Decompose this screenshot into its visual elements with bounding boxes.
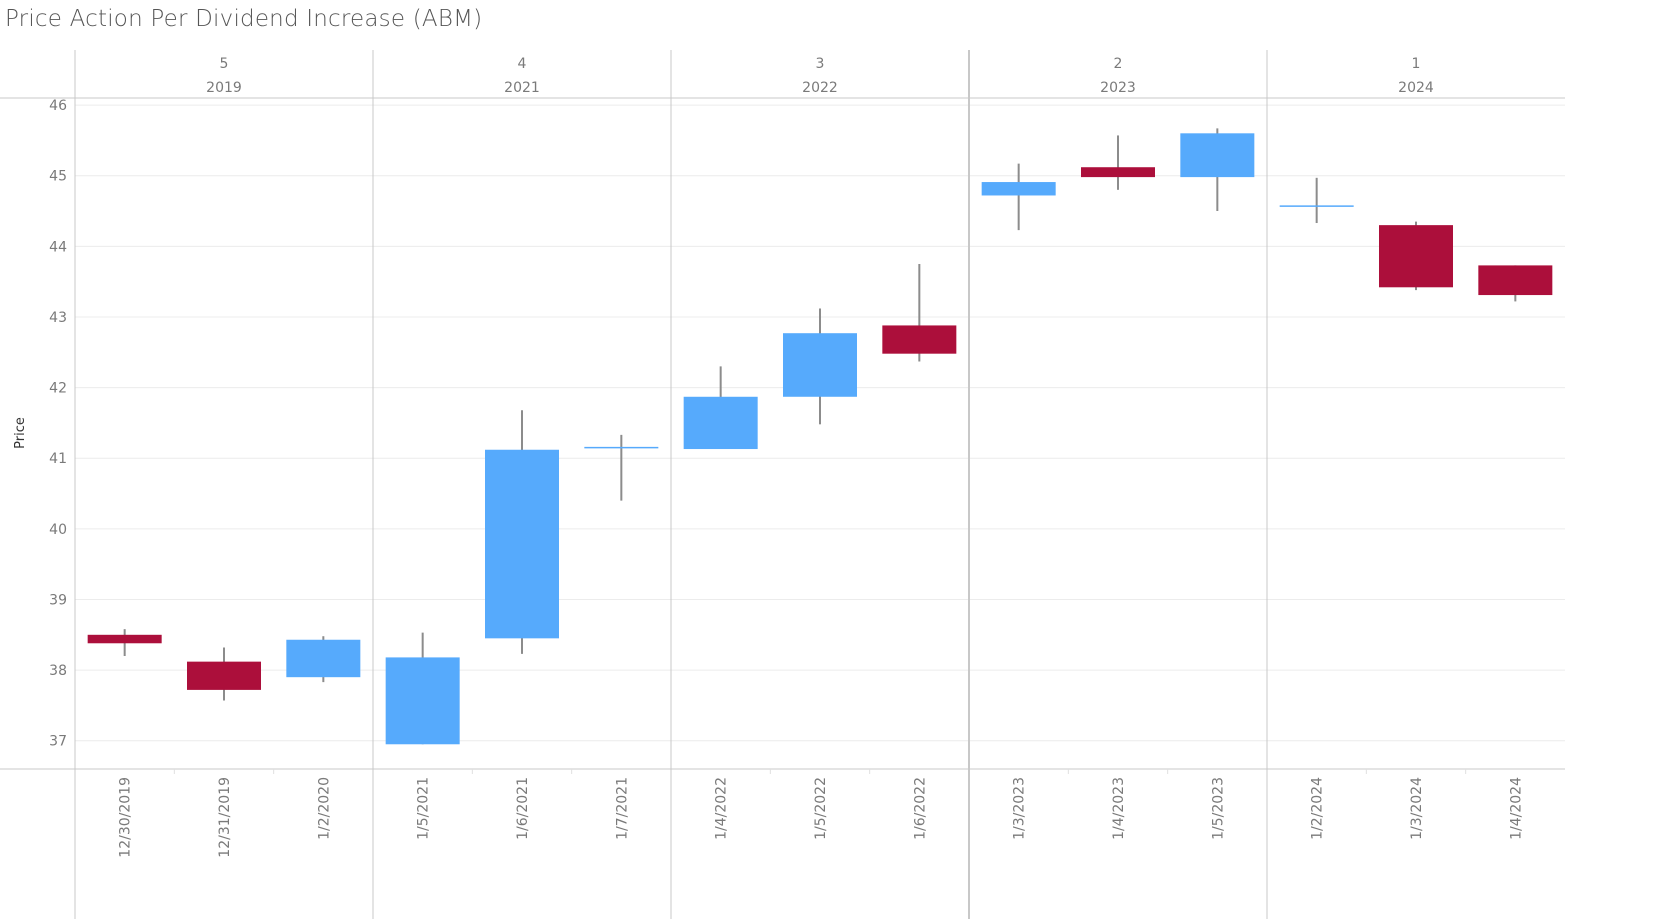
y-tick-label: 46 (49, 98, 67, 114)
group-rank-label: 3 (816, 56, 825, 72)
candle-body (683, 396, 758, 450)
candles (87, 128, 1553, 745)
y-tick-label: 37 (49, 734, 67, 750)
y-tick-label: 39 (49, 592, 67, 608)
group-year-label: 2021 (504, 80, 540, 96)
x-date-label: 1/5/2023 (1210, 777, 1226, 840)
y-tick-label: 40 (49, 522, 67, 538)
x-axis: 12/30/2019 12/31/2019 1/2/2020 1/5/2021 1/6/… (118, 769, 1524, 858)
candle-body (385, 657, 460, 745)
y-tick-label: 41 (49, 451, 67, 467)
candle-body (187, 661, 261, 690)
candle-body (1379, 225, 1453, 288)
candle-body (981, 182, 1056, 196)
y-tick-label: 43 (49, 310, 67, 326)
group-year-label: 2024 (1398, 80, 1434, 96)
y-tick-label: 38 (49, 663, 67, 679)
candle-body (485, 449, 559, 639)
x-date-label: 1/6/2022 (912, 777, 928, 840)
candle-body (1081, 167, 1155, 178)
x-date-label: 1/5/2021 (416, 777, 432, 840)
group-rank-label: 4 (518, 56, 527, 72)
x-date-label: 12/31/2019 (217, 777, 233, 858)
y-tick-label: 42 (49, 381, 67, 397)
x-date-label: 1/2/2020 (316, 777, 332, 840)
x-date-label: 1/4/2023 (1111, 777, 1127, 840)
column-headers: 5 2019 4 2021 3 2022 2 2023 1 2024 (206, 56, 1434, 96)
group-rank-label: 2 (1114, 56, 1123, 72)
group-year-label: 2022 (802, 80, 838, 96)
x-date-label: 1/5/2022 (813, 777, 829, 840)
y-axis-label: Price (13, 417, 28, 449)
candle-body (783, 333, 857, 397)
y-tick-label: 45 (49, 169, 67, 185)
group-year-label: 2019 (206, 80, 242, 96)
x-date-label: 1/4/2022 (714, 777, 730, 840)
y-axis: 37 38 39 40 41 42 43 44 45 46 Price (13, 98, 67, 750)
y-tick-label: 44 (49, 239, 67, 255)
x-date-label: 12/30/2019 (118, 777, 134, 858)
x-date-label: 1/4/2024 (1508, 777, 1524, 840)
candle-body (882, 325, 957, 354)
candle-body (1478, 265, 1553, 296)
group-rank-label: 1 (1412, 56, 1421, 72)
candle-body (286, 639, 361, 678)
x-date-label: 1/3/2024 (1409, 777, 1425, 840)
x-date-label: 1/7/2021 (614, 777, 630, 840)
candle-body (87, 634, 162, 644)
group-rank-label: 5 (220, 56, 229, 72)
x-date-label: 1/6/2021 (515, 777, 531, 840)
group-year-label: 2023 (1100, 80, 1136, 96)
chart-frame (0, 50, 1565, 919)
x-date-label: 1/3/2023 (1012, 777, 1028, 840)
x-date-label: 1/2/2024 (1310, 777, 1326, 840)
chart-title: Price Action Per Dividend Increase (ABM) (5, 6, 483, 32)
candle-body (1180, 133, 1255, 178)
